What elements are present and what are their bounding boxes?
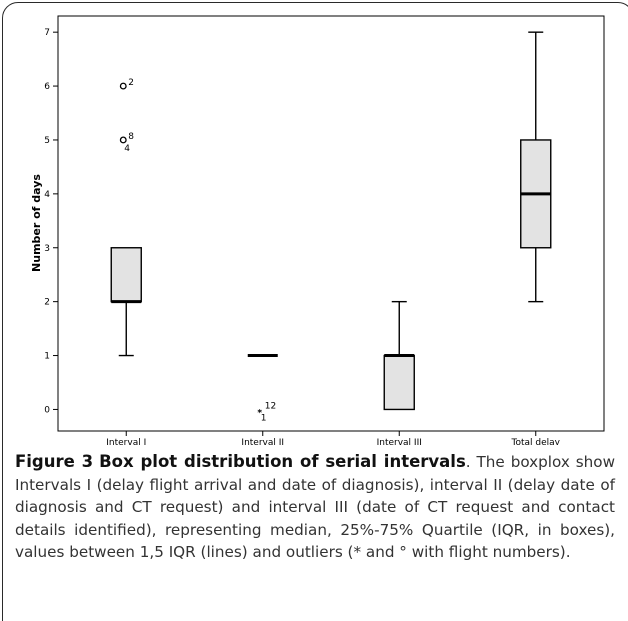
y-axis-label: Number of days bbox=[30, 174, 43, 272]
y-tick-label: 2 bbox=[44, 298, 50, 308]
iqr-box bbox=[383, 354, 415, 411]
y-tick-label: 3 bbox=[44, 244, 50, 254]
caption-text: . The boxplox show Intervals I (delay fl… bbox=[15, 453, 616, 561]
caption-title: Box plot distribution of serial interval… bbox=[99, 452, 466, 471]
outlier-circle bbox=[119, 82, 127, 90]
box-group: 2 8 4 bbox=[110, 78, 142, 357]
outlier-star: * bbox=[257, 408, 262, 418]
x-tick-label: Total delay bbox=[511, 438, 561, 445]
x-tick-label: Interval I bbox=[106, 438, 146, 445]
y-tick-label: 0 bbox=[44, 405, 50, 415]
outlier-id-label: 12 bbox=[265, 401, 276, 411]
x-tick-label: Interval II bbox=[241, 438, 284, 445]
box-group bbox=[383, 300, 415, 411]
box-group bbox=[520, 31, 552, 303]
y-tick-label: 5 bbox=[44, 136, 50, 146]
boxes-layer: 2 8 4 *12 1 bbox=[110, 31, 552, 423]
outlier-id-label: 2 bbox=[128, 78, 134, 88]
caption-figure-label: Figure 3 bbox=[15, 452, 94, 471]
outlier-id-label: 8 bbox=[128, 132, 134, 142]
iqr-box bbox=[110, 247, 142, 303]
y-axis: 0 1 2 3 4 5 6 7 bbox=[44, 28, 58, 415]
y-tick-label: 4 bbox=[44, 190, 50, 200]
box-group: *12 1 bbox=[247, 354, 278, 423]
outlier-circle bbox=[119, 136, 127, 144]
y-tick-label: 1 bbox=[44, 352, 50, 362]
outlier-id-label: 4 bbox=[124, 144, 130, 154]
x-axis: Interval I Interval II Interval III Total d… bbox=[106, 431, 561, 445]
outlier-id-label: 1 bbox=[261, 413, 267, 423]
figure-caption: Figure 3 Box plot distribution of serial… bbox=[15, 451, 615, 564]
y-tick-label: 6 bbox=[44, 82, 50, 92]
plot-area bbox=[57, 15, 605, 432]
y-tick-label: 7 bbox=[44, 28, 50, 38]
x-tick-label: Interval III bbox=[377, 438, 422, 445]
